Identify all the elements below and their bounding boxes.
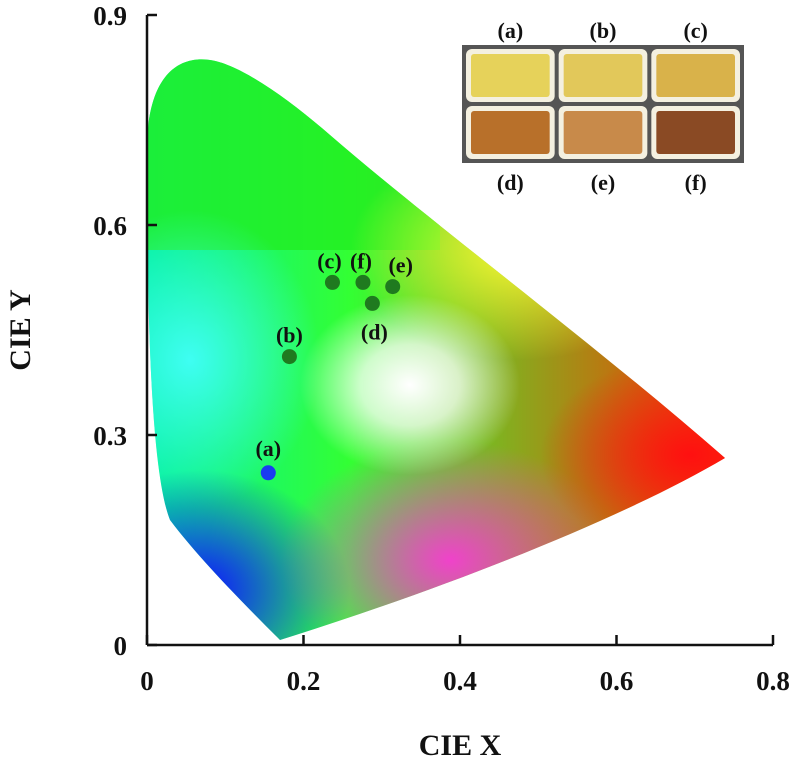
data-point-label: (a) <box>255 436 281 461</box>
y-tick-label: 0.3 <box>93 421 127 451</box>
x-tick-label: 0.2 <box>287 666 321 696</box>
inset-bottom-label: (f) <box>685 170 707 195</box>
data-point <box>385 279 401 295</box>
data-point-label: (c) <box>317 248 341 273</box>
sample-swatch <box>656 111 735 154</box>
sample-swatch <box>656 54 735 97</box>
inset-bottom-label: (e) <box>591 170 615 195</box>
y-axis-title: CIE Y <box>4 289 37 371</box>
data-point <box>260 465 276 481</box>
y-tick-label: 0.6 <box>93 211 127 241</box>
y-axis-ticks: 0 0.3 0.6 0.9 <box>93 1 157 661</box>
y-tick-label: 0 <box>114 631 128 661</box>
inset-top-label: (a) <box>498 18 524 43</box>
data-point <box>364 295 380 311</box>
x-tick-label: 0.6 <box>600 666 634 696</box>
data-point <box>324 274 340 290</box>
data-points: (a) (b) (c) (f) (e) (d) <box>255 248 413 481</box>
sample-swatch <box>563 54 643 97</box>
x-axis-ticks: 0 0.2 0.4 0.6 0.8 <box>140 635 790 696</box>
data-point-label: (b) <box>276 323 303 348</box>
data-point <box>355 274 371 290</box>
data-point-label: (d) <box>361 319 388 344</box>
inset-bottom-label: (d) <box>497 170 524 195</box>
data-point-label: (f) <box>350 248 372 273</box>
data-point-label: (e) <box>388 253 412 278</box>
x-tick-label: 0.4 <box>443 666 477 696</box>
inset-top-label: (c) <box>683 18 707 43</box>
sample-photos-inset: (a) (b) (c) (d) (e) (f) <box>462 18 744 195</box>
inset-top-label: (b) <box>590 18 617 43</box>
sample-swatch <box>471 54 550 97</box>
x-tick-label: 0 <box>140 666 154 696</box>
sample-swatch <box>563 111 643 154</box>
x-tick-label: 0.8 <box>756 666 790 696</box>
x-axis-title: CIE X <box>419 729 502 762</box>
y-tick-label: 0.9 <box>93 1 127 31</box>
data-point <box>281 349 297 365</box>
sample-swatch <box>471 111 550 154</box>
